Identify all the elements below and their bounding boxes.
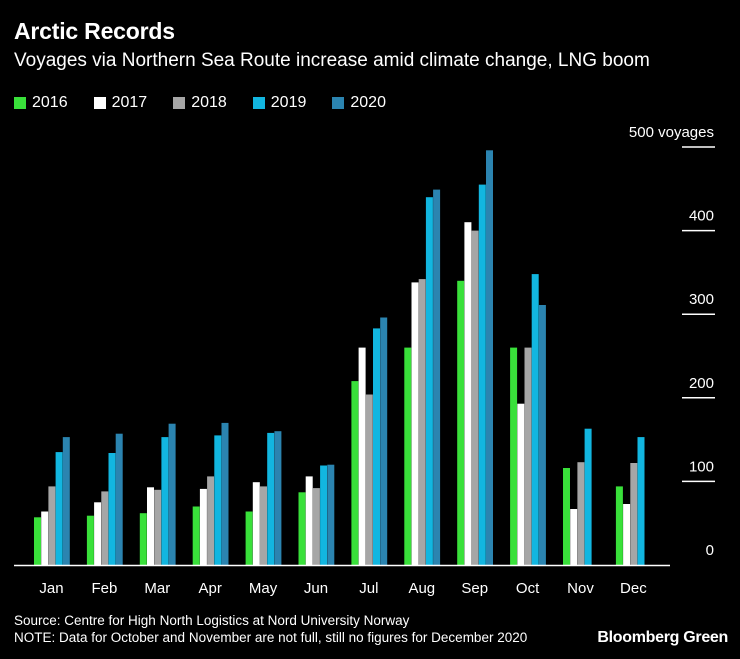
x-tick-label: Dec [620, 580, 647, 597]
bar-2016-dec [615, 486, 623, 565]
bar-2017-apr [199, 488, 207, 565]
legend-label-2020: 2020 [350, 94, 386, 111]
x-tick-label: Jun [304, 580, 328, 597]
x-tick-label: Apr [199, 580, 222, 597]
bar-2019-apr [214, 435, 222, 565]
bar-2016-feb [86, 515, 94, 565]
x-tick-label: Sep [461, 580, 488, 597]
bar-2020-sep [486, 150, 493, 566]
bar-2016-jun [298, 492, 306, 565]
x-tick-label: Oct [516, 580, 540, 597]
legend-item-2020: 2020 [332, 94, 386, 112]
legend-label-2019: 2019 [270, 94, 307, 111]
x-tick-label: Mar [144, 580, 170, 597]
legend-swatch-2017 [93, 97, 106, 109]
bar-2020-mar [168, 423, 176, 565]
bar-2016-aug [404, 347, 412, 565]
legend-item-2018: 2018 [173, 94, 227, 112]
bar-2017-dec [623, 504, 631, 565]
x-tick-label: Feb [91, 580, 117, 597]
bar-2018-mar [154, 489, 162, 565]
bar-2020-jan [62, 437, 70, 565]
bar-2020-jul [380, 317, 388, 565]
bar-2019-sep [478, 184, 486, 565]
bloomberg-green-logo: Bloomberg Green [593, 629, 728, 647]
y-tick-label: 500 voyages [629, 124, 714, 141]
bar-2016-may [245, 511, 253, 565]
x-tick-label: Jan [39, 580, 63, 597]
bar-2018-sep [471, 230, 479, 565]
bar-2019-dec [637, 437, 645, 565]
legend-item-2016: 2016 [14, 94, 68, 112]
bar-2017-sep [464, 222, 472, 565]
legend-item-2017: 2017 [93, 94, 148, 112]
x-tick-label: May [249, 580, 278, 597]
legend-label-2017: 2017 [111, 94, 148, 111]
bar-2016-apr [192, 506, 200, 565]
bar-2020-feb [115, 433, 123, 565]
bar-2019-oct [531, 274, 539, 565]
legend-item-2019: 2019 [252, 94, 307, 112]
bar-2018-apr [207, 476, 215, 565]
bar-2018-oct [524, 347, 532, 565]
legend-label-2018: 2018 [191, 94, 227, 111]
footer: Source: Centre for High North Logistics … [14, 612, 527, 646]
legend-swatch-2016 [14, 97, 26, 109]
bar-2019-jun [320, 465, 328, 565]
bar-2018-aug [418, 279, 426, 565]
bar-2020-aug [433, 189, 441, 565]
bar-2018-nov [577, 462, 585, 565]
bar-2018-feb [101, 491, 109, 565]
bar-2019-aug [425, 197, 433, 565]
bar-2020-may [274, 431, 282, 565]
bar-2017-nov [570, 509, 578, 565]
bar-2017-oct [517, 403, 525, 565]
y-tick-label: 200 [689, 375, 714, 392]
bar-2020-jun [327, 464, 335, 565]
x-tick-label: Nov [567, 580, 594, 597]
bar-2019-feb [108, 453, 116, 565]
legend: 2016 2017 2018 2019 2020 [14, 94, 412, 112]
bar-2020-oct [538, 305, 546, 565]
data-note: NOTE: Data for October and November are … [14, 630, 528, 645]
bar-2018-dec [630, 463, 638, 565]
legend-label-2016: 2016 [32, 94, 68, 111]
bar-2016-nov [563, 468, 570, 565]
bar-2017-jul [358, 347, 366, 565]
bar-2016-mar [139, 513, 147, 565]
bar-2019-mar [161, 437, 169, 565]
bar-2018-jun [312, 488, 320, 565]
legend-swatch-2020 [332, 97, 345, 109]
source-note: Source: Centre for High North Logistics … [14, 613, 410, 628]
chart-title: Arctic Records [14, 18, 175, 44]
bar-2017-mar [147, 487, 154, 565]
bar-2019-nov [584, 428, 592, 565]
bar-2019-jan [55, 452, 63, 565]
y-tick-label: 100 [689, 458, 714, 475]
y-tick-label: 400 [689, 208, 714, 225]
y-tick-label: 0 [706, 542, 714, 559]
bar-2017-jun [305, 476, 313, 565]
legend-swatch-2019 [252, 97, 265, 109]
bar-2016-sep [457, 280, 465, 565]
bar-2019-may [267, 432, 275, 565]
bar-2018-may [260, 486, 267, 565]
bar-2017-feb [94, 502, 102, 565]
x-tick-label: Jul [359, 580, 378, 597]
legend-swatch-2018 [173, 97, 186, 109]
bar-2018-jul [365, 394, 373, 565]
bar-2016-jul [351, 381, 359, 565]
y-tick-label: 300 [689, 291, 714, 308]
chart-subtitle: Voyages via Northern Sea Route increase … [14, 50, 650, 71]
x-tick-label: Aug [408, 580, 435, 597]
bar-2018-jan [48, 486, 56, 565]
bar-2017-may [252, 482, 260, 565]
bar-2020-apr [221, 422, 229, 565]
bar-2019-jul [373, 328, 380, 565]
bar-2017-aug [411, 282, 419, 565]
bar-2016-jan [34, 517, 41, 565]
bar-2017-jan [41, 511, 49, 565]
bar-2016-oct [510, 347, 518, 565]
